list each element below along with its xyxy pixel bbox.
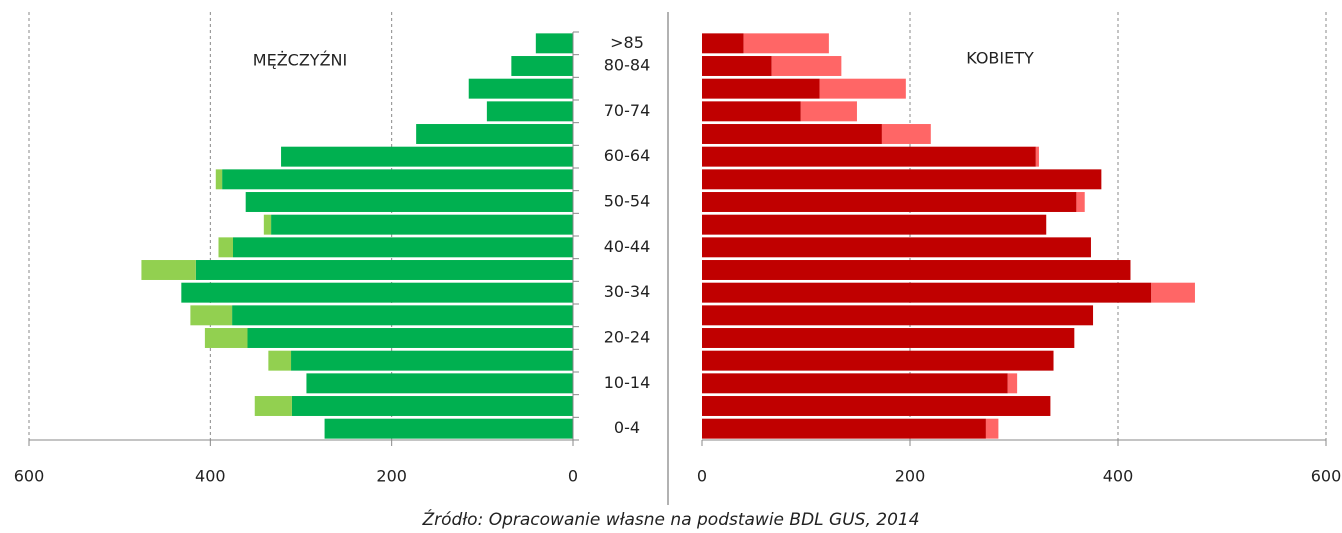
bar (1007, 373, 1018, 394)
bar (245, 192, 573, 212)
bar (232, 305, 574, 326)
bar (702, 328, 1075, 348)
bar (468, 78, 573, 99)
category-label: 60-64 (604, 146, 651, 165)
bar (985, 418, 999, 439)
bar (702, 305, 1094, 326)
bar (281, 146, 573, 167)
bar (702, 101, 801, 122)
bar (702, 396, 1051, 416)
bar (1035, 146, 1039, 167)
bar (702, 350, 1054, 371)
x-tick-label: 200 (376, 467, 407, 486)
bar (190, 305, 233, 326)
bar (702, 146, 1036, 167)
bar (702, 260, 1131, 280)
bar (271, 214, 573, 235)
x-tick-label: 600 (14, 467, 45, 486)
bar (800, 101, 857, 122)
bar (819, 78, 906, 99)
x-tick-label: 200 (895, 467, 926, 486)
bar (702, 214, 1047, 235)
source: Źródło: Opracowanie własne na podstawie … (421, 508, 919, 530)
bar (486, 101, 573, 122)
category-label: 30-34 (604, 282, 651, 301)
bar (263, 214, 272, 235)
category-label: 70-74 (604, 101, 651, 120)
x-tick-label: 400 (195, 467, 226, 486)
category-label: 80-84 (604, 56, 651, 75)
bar (222, 169, 573, 190)
bar (702, 282, 1152, 303)
bar (204, 328, 248, 348)
category-label: 20-24 (604, 328, 651, 347)
bar (702, 192, 1077, 212)
bar (218, 237, 233, 258)
bar (291, 350, 573, 371)
bar (291, 396, 573, 416)
left-title: MĘŻCZYŹNI (253, 51, 347, 70)
bar (233, 237, 573, 258)
category-label: >85 (610, 33, 644, 52)
category-label: 40-44 (604, 237, 651, 256)
bar (195, 260, 573, 280)
category-label: 10-14 (604, 373, 651, 392)
bar (702, 33, 744, 54)
bar (702, 124, 882, 144)
x-tick-label: 400 (1103, 467, 1134, 486)
bar (306, 373, 573, 394)
bar (324, 418, 573, 439)
x-tick-label: 0 (568, 467, 578, 486)
bar (268, 350, 292, 371)
category-label: 0-4 (614, 418, 640, 437)
bar (1076, 192, 1085, 212)
bar (247, 328, 574, 348)
bar (702, 78, 820, 99)
bar (702, 373, 1008, 394)
right-title: KOBIETY (966, 49, 1034, 68)
bar (881, 124, 931, 144)
bar (254, 396, 292, 416)
bar (1151, 282, 1195, 303)
bar (215, 169, 223, 190)
bar (702, 169, 1102, 190)
category-label: 50-54 (604, 192, 651, 211)
x-tick-label: 600 (1311, 467, 1342, 486)
x-tick-label: 0 (697, 467, 707, 486)
bar (702, 418, 986, 439)
bar (743, 33, 829, 54)
bar (702, 237, 1091, 258)
bar (181, 282, 573, 303)
bar (771, 56, 842, 76)
bar (702, 56, 772, 76)
bar (535, 33, 573, 54)
bar (511, 56, 573, 76)
bar (141, 260, 196, 280)
bar (416, 124, 573, 144)
